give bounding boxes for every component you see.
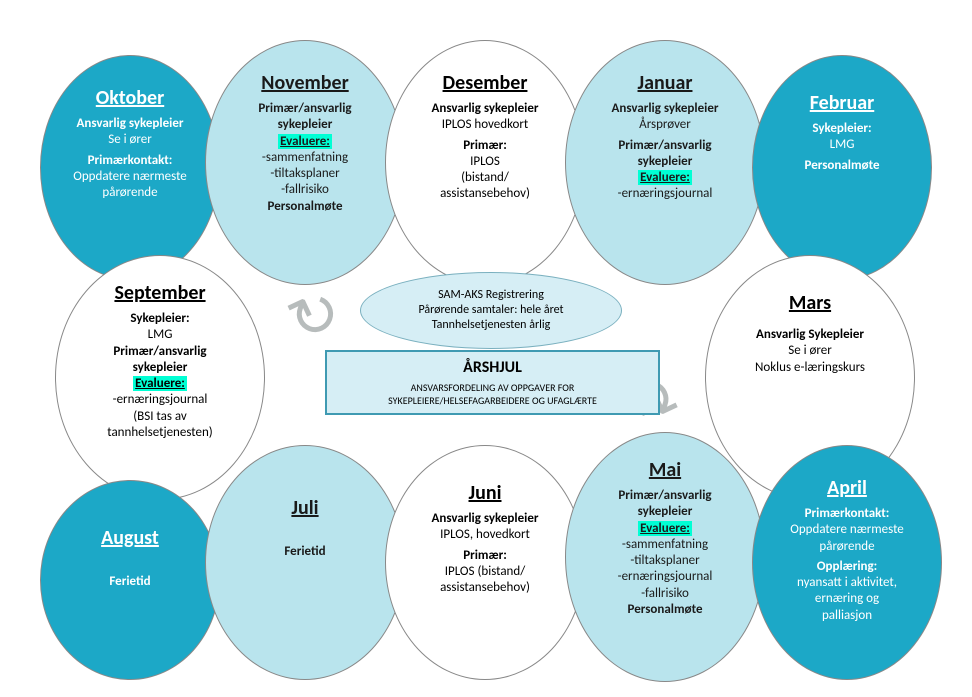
oval-juli: Juli Ferietid (205, 445, 405, 680)
title-desember: Desember (443, 71, 528, 95)
text: ernæring og (815, 591, 879, 607)
text: nyansatt i aktivitet, (797, 575, 897, 591)
text: IPLOS (470, 154, 500, 170)
role: Ansvarlig sykepleier (432, 101, 539, 117)
text: Oppdatere nærmeste (73, 169, 187, 185)
text: (bistand/ (461, 170, 509, 186)
foot: Personalmøte (804, 158, 879, 174)
foot: Personalmøte (627, 602, 702, 618)
highlight: Evaluere: (133, 376, 187, 392)
oval-juni: Juni Ansvarlig sykepleier IPLOS, hovedko… (385, 445, 585, 680)
oval-oktober: Oktober Ansvarlig sykepleier Se i ører P… (40, 55, 220, 280)
text: -tiltaksplaner (630, 553, 699, 569)
oval-august: August Ferietid (40, 480, 220, 680)
foot: Personalmøte (267, 199, 342, 215)
text: Årsprøver (639, 117, 691, 133)
text: IPLOS, hovedkort (440, 527, 530, 543)
center-line: SAM-AKS Registrering (438, 288, 544, 303)
title-august: August (101, 526, 159, 550)
title-april: April (827, 476, 867, 500)
oval-januar: Januar Ansvarlig sykepleier Årsprøver Pr… (565, 40, 765, 285)
center-sub: SYKEPLEIERE/HELSEFAGARBEIDERE OG UFAGLÆR… (335, 394, 650, 407)
text: -ernæringsjournal (113, 392, 208, 408)
center-box: ÅRSHJUL ANSVARSFORDELING AV OPPGAVER FOR… (325, 350, 660, 415)
text: -ernæringsjournal (618, 186, 713, 202)
role: Primærkontakt: (805, 506, 890, 522)
role: Primær: (463, 548, 507, 564)
center-line: Tannhelsetjenesten årlig (432, 318, 551, 333)
oval-mai: Mai Primær/ansvarlig sykepleier Evaluere… (565, 432, 765, 682)
title-oktober: Oktober (96, 86, 164, 110)
highlight: Evaluere: (278, 134, 332, 150)
role: sykepleier (638, 504, 693, 520)
text: palliasjon (822, 608, 872, 624)
text: -ernæringsjournal (618, 569, 713, 585)
arrow-left-icon: ↻ (277, 273, 353, 360)
role: Primær/ansvarlig (618, 138, 711, 154)
oval-april: April Primærkontakt: Oppdatere nærmeste … (752, 445, 942, 680)
role: Ansvarlig sykepleier (77, 116, 184, 132)
text: IPLOS (bistand/ (445, 564, 526, 580)
text: pårørende (102, 185, 157, 201)
text: LMG (830, 137, 855, 153)
role: Primærkontakt: (88, 153, 173, 169)
title-mai: Mai (649, 458, 681, 482)
text: Oppdatere nærmeste (790, 522, 904, 538)
center-ellipse: SAM-AKS Registrering Pårørende samtaler:… (360, 272, 622, 349)
text: -sammenfatning (262, 150, 348, 166)
oval-desember: Desember Ansvarlig sykepleier IPLOS hove… (385, 40, 585, 285)
role: Ansvarlig sykepleier (612, 101, 719, 117)
role: Sykepleier: (812, 121, 871, 137)
text: tannhelsetjenesten) (107, 425, 212, 441)
title-juli: Juli (291, 496, 318, 520)
text: Se i ører (108, 132, 152, 148)
role: Primær/ansvarlig (618, 488, 711, 504)
oval-november: November Primær/ansvarlig sykepleier Eva… (205, 40, 405, 285)
role: Primær/ansvarlig (113, 344, 206, 360)
title-mars: Mars (789, 291, 831, 315)
role: sykepleier (638, 154, 693, 170)
role: sykepleier (278, 117, 333, 133)
role: Primær/ansvarlig (258, 101, 351, 117)
text: pårørende (819, 539, 874, 555)
title-juni: Juni (469, 481, 502, 505)
highlight: Evaluere: (638, 521, 692, 537)
role: Ansvarlig sykepleier (432, 511, 539, 527)
text: assistansebehov) (440, 580, 530, 596)
text: -tiltaksplaner (270, 166, 339, 182)
text: (BSI tas av (133, 409, 187, 425)
text: LMG (148, 327, 173, 343)
highlight: Evaluere: (638, 170, 692, 186)
title-september: September (114, 281, 205, 305)
text: -sammenfatning (622, 537, 708, 553)
text: -fallrisiko (281, 182, 329, 198)
title-november: November (261, 71, 348, 95)
text: Ferietid (284, 544, 325, 560)
oval-september: September Sykepleier: LMG Primær/ansvarl… (55, 255, 265, 500)
center-title: ÅRSHJUL (335, 358, 650, 377)
role: Opplæring: (817, 559, 878, 575)
role: Primær: (463, 138, 507, 154)
text: Ferietid (109, 574, 150, 590)
role: Ansvarlig Sykepleier (756, 327, 864, 343)
title-januar: Januar (638, 71, 693, 95)
text: -fallrisiko (641, 586, 689, 602)
role: Sykepleier: (130, 311, 189, 327)
text: assistansebehov) (440, 186, 530, 202)
title-februar: Februar (810, 91, 875, 115)
center-sub: ANSVARSFORDELING AV OPPGAVER FOR (335, 381, 650, 394)
center-line: Pårørende samtaler: hele året (418, 303, 563, 318)
text: Se i ører (788, 343, 832, 359)
text: Noklus e-læringskurs (755, 360, 865, 376)
role: sykepleier (133, 360, 188, 376)
text: IPLOS hovedkort (442, 117, 529, 133)
oval-februar: Februar Sykepleier: LMG Personalmøte (752, 55, 932, 280)
